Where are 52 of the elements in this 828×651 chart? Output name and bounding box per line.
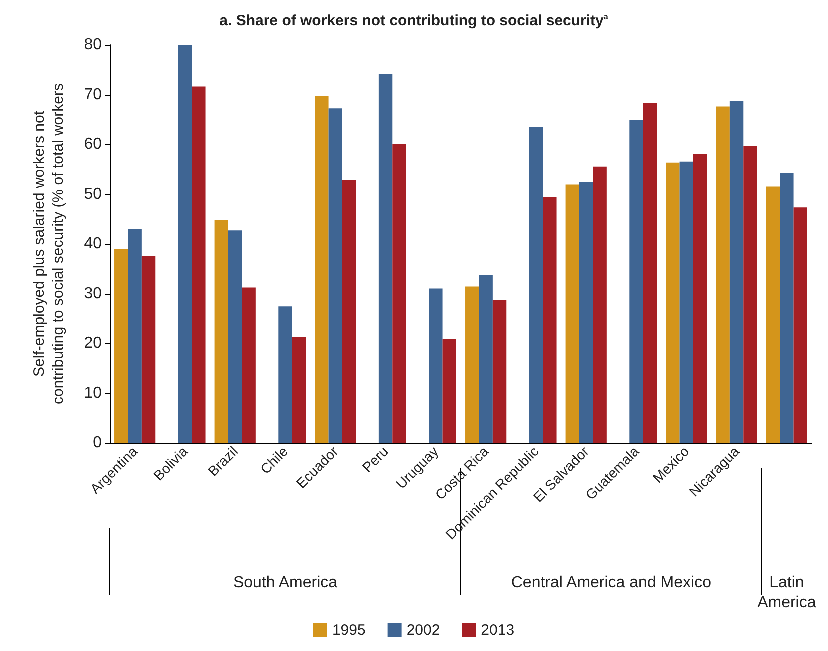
bar	[429, 288, 443, 443]
bar	[479, 275, 493, 443]
bar	[630, 120, 644, 443]
legend-label: 2013	[481, 622, 515, 639]
bar	[178, 45, 192, 443]
bar	[794, 208, 808, 443]
bar	[744, 146, 758, 443]
text: South America	[233, 574, 338, 592]
bar	[378, 74, 393, 443]
bar	[292, 338, 306, 443]
bar	[315, 96, 329, 443]
bar	[228, 230, 242, 443]
bar	[543, 197, 557, 443]
y-axis-title: Self-employed plus salaried workers not contributing to social security (% of total workers	[31, 84, 67, 404]
bar	[580, 182, 594, 443]
bar	[128, 229, 142, 443]
y-tick-label: 30	[84, 285, 102, 302]
bar	[114, 248, 128, 443]
bar	[666, 162, 680, 443]
bar	[278, 306, 292, 443]
bar	[680, 162, 694, 443]
text: Central America and Mexico	[511, 574, 712, 592]
legend-label: 1995	[332, 622, 366, 639]
y-tick-label: 80	[84, 36, 102, 54]
bar	[142, 256, 156, 443]
y-tick-label: 40	[84, 236, 102, 252]
y-tick-label: 70	[84, 86, 102, 104]
y-tick-label: 60	[84, 136, 102, 153]
bar	[643, 103, 658, 443]
y-tick-label: 10	[84, 384, 102, 402]
bar	[566, 184, 580, 443]
bar	[466, 286, 480, 443]
y-tick-label: 0	[93, 434, 102, 452]
bar	[593, 166, 607, 443]
legend-label: 2002	[406, 622, 440, 639]
bar	[442, 339, 456, 443]
bar	[716, 106, 730, 443]
bar	[242, 288, 256, 443]
bar	[214, 220, 229, 443]
bar	[192, 86, 206, 443]
bar	[342, 180, 356, 443]
y-tick-label: 50	[84, 186, 102, 203]
bar	[766, 186, 780, 443]
bar	[730, 101, 744, 443]
bar	[780, 173, 794, 443]
bar	[492, 300, 507, 443]
text: Latin America	[758, 574, 816, 612]
y-tick-label: 20	[84, 335, 102, 352]
bar	[328, 108, 342, 443]
bar	[529, 127, 544, 443]
bar	[392, 144, 406, 443]
bar	[693, 154, 708, 443]
